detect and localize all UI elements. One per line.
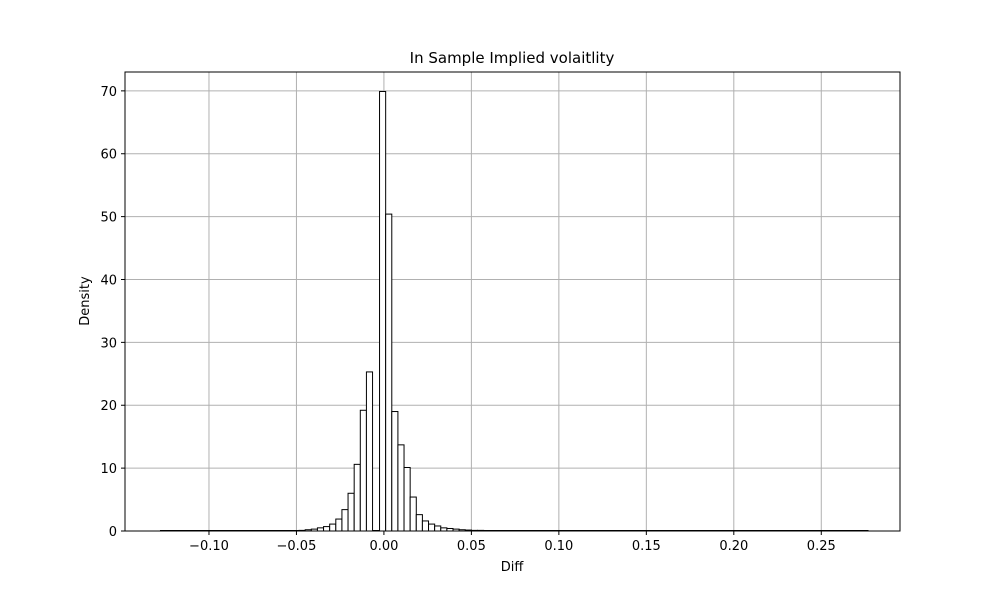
plot-frame: [124, 71, 901, 532]
histogram-bar: [421, 520, 430, 532]
y-tick-label: 0: [109, 525, 117, 540]
histogram-bar: [385, 213, 393, 532]
histogram-bar: [428, 523, 436, 532]
y-tick-label: 20: [100, 399, 117, 414]
x-tick-label: 0.20: [719, 539, 748, 554]
y-axis-label: Density: [78, 276, 93, 326]
x-tick-label: −0.05: [277, 539, 317, 554]
x-tick-label: 0.10: [544, 539, 573, 554]
histogram-bar: [329, 523, 337, 532]
x-tick-label: 0.05: [457, 539, 486, 554]
y-tick-label: 60: [100, 148, 117, 163]
histogram-bar: [397, 444, 405, 532]
histogram-bar: [323, 526, 331, 532]
histogram-bar: [359, 409, 367, 532]
histogram-bar: [341, 509, 349, 532]
histogram-bar: [347, 492, 355, 532]
histogram-bar: [353, 463, 361, 532]
chart-title: In Sample Implied volaitlity: [410, 49, 615, 67]
histogram-bar: [391, 411, 399, 532]
histogram-bar: [365, 371, 374, 532]
histogram-bar: [379, 90, 387, 532]
histogram-bar: [335, 518, 343, 532]
x-tick-label: 0.00: [369, 539, 398, 554]
y-tick-label: 70: [100, 85, 117, 100]
x-axis-label: Diff: [501, 560, 525, 575]
y-tick-label: 10: [100, 462, 117, 477]
grid-lines: [125, 72, 900, 532]
x-tick-label: 0.25: [807, 539, 836, 554]
histogram-bar: [403, 466, 411, 532]
histogram-bar: [434, 525, 442, 532]
x-axis-ticks: −0.10 −0.05 0.00 0.05 0.10 0.15 0.20 0.25: [189, 531, 836, 554]
y-tick-label: 30: [100, 336, 117, 351]
x-tick-label: 0.15: [632, 539, 661, 554]
histogram-bars: [298, 90, 485, 532]
histogram-bar: [409, 496, 417, 532]
histogram-bar: [415, 514, 423, 532]
x-tick-label: −0.10: [189, 539, 229, 554]
y-axis-ticks: 0 10 20 30 40 50 60 70: [100, 85, 125, 540]
y-tick-label: 40: [100, 273, 117, 288]
y-tick-label: 50: [100, 211, 117, 226]
